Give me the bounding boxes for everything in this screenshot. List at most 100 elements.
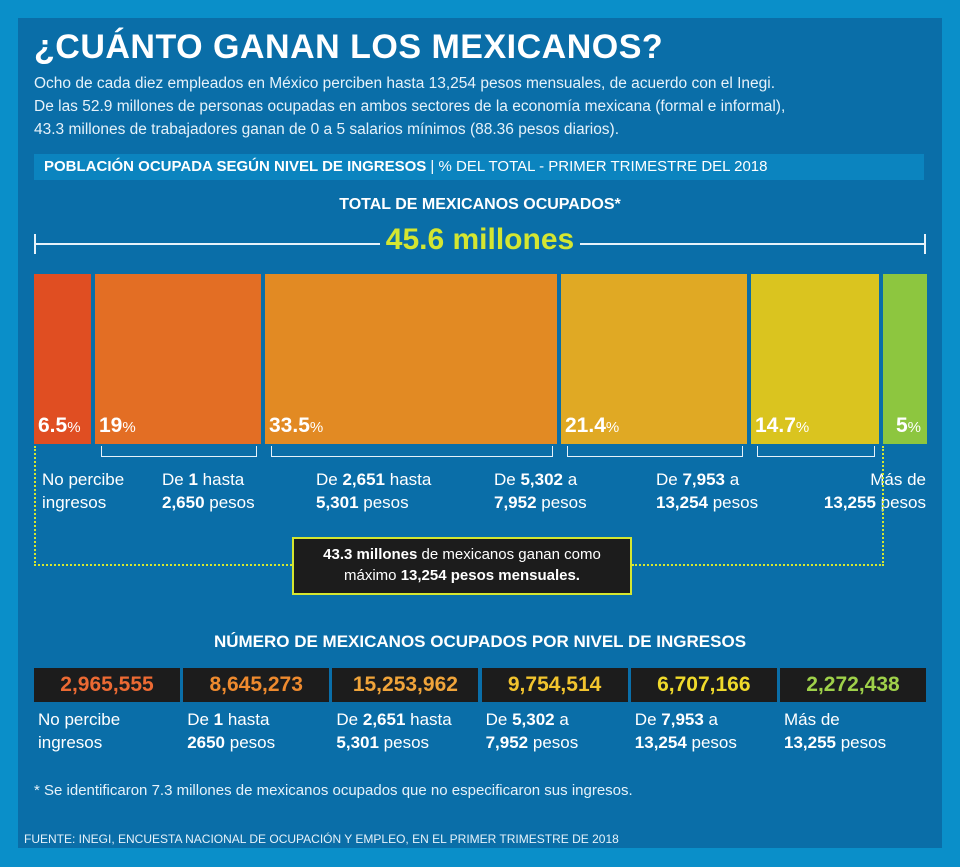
label-text: pesos [875, 493, 926, 512]
count-category-label: De 5,302 a 7,952 pesos [486, 708, 579, 754]
segment-bracket [271, 446, 553, 457]
percent-label: 5% [896, 414, 921, 438]
callout-text: máximo [344, 567, 401, 584]
percent-value: 14.7 [755, 414, 796, 437]
callout-bold: 43.3 millones [323, 546, 418, 563]
callout-box: 43.3 millones de mexicanos ganan como má… [292, 537, 632, 595]
label-line-1: De 1 hasta [162, 468, 255, 491]
total-label: TOTAL DE MEXICANOS OCUPADOS* [339, 196, 621, 213]
section-header-separator: | [426, 158, 439, 175]
label-text: pesos [225, 733, 276, 752]
label-text: pesos [536, 493, 587, 512]
percent-unit: % [67, 419, 81, 436]
label-bold: 7,952 [485, 733, 529, 752]
label-text: Más de [870, 470, 926, 489]
label-line-1: Más de [784, 708, 886, 731]
count-value: 6,707,166 [630, 668, 777, 702]
label-line-1: De 7,953 a [635, 708, 737, 731]
bracket-dotted-bottom-left [34, 564, 292, 566]
segment-bracket [101, 446, 257, 457]
count-value: 9,754,514 [481, 668, 628, 702]
percent-bar [95, 274, 261, 444]
label-line-1: De 2,651 hasta [316, 468, 431, 491]
label-text: pesos [708, 493, 759, 512]
label-text: ingresos [42, 493, 107, 512]
category-label: De 5,302 a 7,952 pesos [494, 468, 587, 514]
label-text: De [316, 470, 343, 489]
label-text: No percibe [42, 470, 125, 489]
label-line-1: De 5,302 a [486, 708, 579, 731]
label-text: pesos [836, 733, 887, 752]
label-bold: 2,651 [362, 710, 406, 729]
label-bold: 2650 [187, 733, 226, 752]
source-note: FUENTE: INEGI, ENCUESTA NACIONAL DE OCUP… [18, 830, 942, 848]
count-category-label: De 1 hasta 2650 pesos [187, 708, 275, 754]
label-text: a [554, 710, 569, 729]
label-bold: 2,651 [342, 470, 386, 489]
label-text: De [187, 710, 214, 729]
intro-line: Ocho de cada diez empleados en México pe… [34, 75, 776, 92]
label-bold: 13,255 [823, 493, 876, 512]
label-bold: 7,953 [661, 710, 704, 729]
count-category-label: De 2,651 hasta 5,301 pesos [336, 708, 451, 754]
label-text: De [485, 710, 513, 729]
percent-value: 5 [895, 414, 908, 437]
label-text: hasta [385, 470, 432, 489]
label-bold: 13,254 [656, 493, 708, 512]
label-line-2: 7,952 pesos [486, 731, 579, 754]
intro-text: Ocho de cada diez empleados en México pe… [34, 72, 924, 141]
percent-unit: % [907, 419, 921, 436]
callout-line-2: máximo 13,254 pesos mensuales. [294, 565, 630, 586]
total-span-tick-right [924, 234, 926, 254]
label-text: hasta [197, 470, 245, 489]
label-line-2: 13,255 pesos [824, 491, 926, 514]
label-text: pesos [204, 493, 255, 512]
label-bold: 7,953 [682, 470, 726, 489]
label-line-2: 7,952 pesos [494, 491, 587, 514]
segment-bracket [757, 446, 875, 457]
count-category-label: No percibe ingresos [38, 708, 120, 754]
count-category-label: De 7,953 a 13,254 pesos [635, 708, 737, 754]
label-text: pesos [358, 493, 409, 512]
label-text: pesos [528, 733, 579, 752]
label-bold: 5,302 [512, 710, 555, 729]
callout-text: de mexicanos ganan como [417, 546, 601, 563]
bracket-dotted-left [34, 446, 36, 566]
label-line-1: De 2,651 hasta [336, 708, 451, 731]
count-value: 8,645,273 [183, 668, 330, 702]
label-text: pesos [686, 733, 737, 752]
label-line-1: De 7,953 a [656, 468, 758, 491]
intro-line: 43.3 millones de trabajadores ganan de 0… [34, 121, 620, 138]
percent-bar [751, 274, 879, 444]
percent-unit: % [605, 419, 620, 436]
total-value-text: 45.6 millones [379, 223, 581, 256]
count-value: 2,272,438 [780, 668, 926, 702]
label-line-1: De 5,302 a [494, 468, 587, 491]
category-label: Más de 13,255 pesos [824, 468, 926, 514]
label-text: hasta [223, 710, 270, 729]
percent-bar [561, 274, 747, 444]
label-text: a [563, 470, 578, 489]
label-text: De [162, 470, 189, 489]
category-label: De 7,953 a 13,254 pesos [656, 468, 758, 514]
label-line-2: 5,301 pesos [336, 731, 451, 754]
label-bold: 5,301 [316, 493, 359, 512]
label-bold: 13,255 [784, 733, 836, 752]
percent-bar [265, 274, 557, 444]
total-value: 45.6 millones [0, 223, 960, 257]
percent-label: 6.5% [38, 414, 81, 438]
label-bold: 5,302 [520, 470, 564, 489]
percent-unit: % [122, 419, 136, 436]
percent-bar [34, 274, 91, 444]
count-category-label: Más de 13,255 pesos [784, 708, 886, 754]
numbers-title: NÚMERO DE MEXICANOS OCUPADOS POR NIVEL D… [213, 632, 747, 651]
label-line-1: No percibe [42, 468, 124, 491]
percent-label: 33.5% [269, 414, 323, 438]
label-text: No percibe [38, 710, 121, 729]
label-text: De [494, 470, 521, 489]
label-line-1: De 1 hasta [187, 708, 275, 731]
percent-unit: % [795, 419, 810, 436]
footnote: * Se identificaron 7.3 millones de mexic… [34, 782, 633, 799]
label-text: a [703, 710, 718, 729]
callout-bold: 13,254 pesos mensuales. [400, 567, 580, 584]
